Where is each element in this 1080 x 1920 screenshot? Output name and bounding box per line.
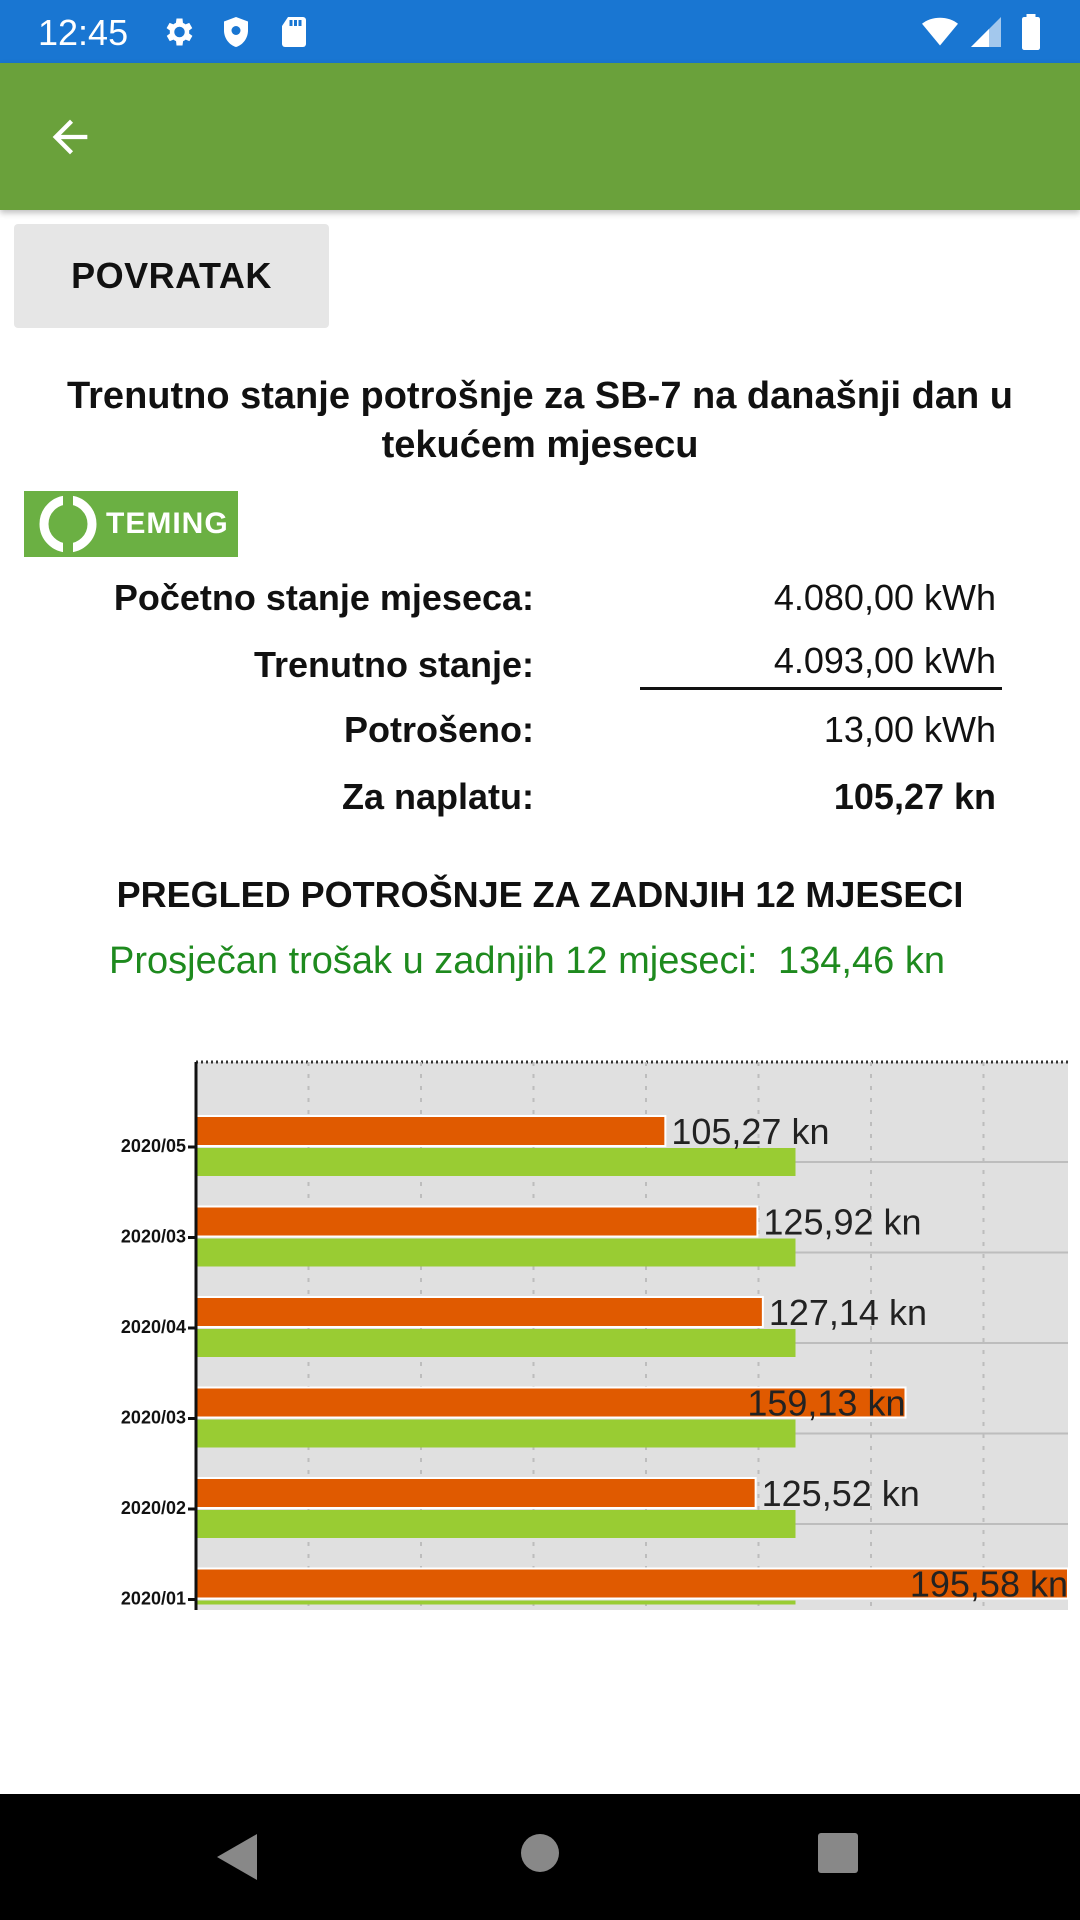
amount-due-label: Za naplatu:: [341, 776, 534, 817]
logo-text: TEMING: [106, 507, 229, 540]
cost-data-label: 125,52 kn: [762, 1473, 920, 1514]
battery-icon: [1022, 14, 1040, 50]
category-tick-label: 2020/04: [121, 1317, 186, 1337]
app-bar: [0, 63, 1080, 210]
average-cost-label: Prosječan trošak u zadnjih 12 mjeseci:: [109, 940, 758, 982]
consumed-label: Potrošeno:: [343, 709, 534, 750]
average-bar: [196, 1238, 796, 1267]
nav-recents-icon[interactable]: [817, 1832, 859, 1874]
cost-bar: [195, 1386, 907, 1419]
nav-home-icon[interactable]: [519, 1832, 561, 1874]
page-title: Trenutno stanje potrošnje za SB-7 na dan…: [67, 375, 1013, 466]
cost-data-label: 105,27 kn: [671, 1111, 829, 1152]
average-bar: [196, 1510, 796, 1538]
cost-bar: [195, 1567, 1069, 1600]
initial-state-value: 4.080,00 kWh: [773, 577, 996, 618]
status-bar: 12:45: [0, 0, 1080, 63]
category-tick-label: 2020/05: [121, 1136, 186, 1156]
cost-data-label: 125,92 kn: [763, 1202, 921, 1243]
average-bar: [196, 1600, 796, 1605]
status-time: 12:45: [38, 12, 129, 53]
current-state-value: 4.093,00 kWh: [773, 640, 996, 681]
nav-back-icon[interactable]: [215, 1832, 259, 1882]
average-cost-line: Prosječan trošak u zadnjih 12 mjeseci: 1…: [0, 940, 1054, 983]
overview-title: PREGLED POTROŠNJE ZA ZADNJIH 12 MJESECI: [116, 874, 964, 915]
average-bar: [196, 1419, 796, 1448]
consumed-value: 13,00 kWh: [823, 709, 996, 750]
current-state-label: Trenutno stanje:: [253, 644, 534, 685]
cost-bar: [195, 1296, 764, 1328]
consumption-chart: 105,27 kn 2020/05 125,92 kn 2020/03 127,14 k…: [121, 1060, 1069, 1610]
average-cost-value: 134,46 kn: [778, 940, 945, 982]
category-tick-label: 2020/03: [121, 1227, 186, 1247]
category-tick-label: 2020/02: [121, 1498, 186, 1518]
gear-icon: [166, 18, 193, 46]
cost-data-label: 159,13 kn: [747, 1383, 905, 1424]
cost-bar: [195, 1205, 759, 1238]
average-bar: [196, 1329, 796, 1357]
signal-icon: [971, 17, 1001, 47]
arrow-back-icon[interactable]: [44, 111, 96, 163]
wifi-icon: [922, 17, 958, 46]
category-tick-label: 2020/03: [121, 1408, 186, 1428]
cost-data-label: 195,58 kn: [910, 1564, 1068, 1605]
cost-data-label: 127,14 kn: [769, 1292, 927, 1333]
teming-logo-icon: [39, 494, 97, 554]
shield-icon: [224, 17, 248, 47]
navigation-bar: [0, 1794, 1080, 1920]
average-bar: [196, 1148, 796, 1176]
initial-state-label: Početno stanje mjeseca:: [113, 577, 534, 618]
sum-divider: [640, 687, 1002, 690]
sd-card-icon: [282, 17, 306, 47]
amount-due-value: 105,27 kn: [833, 776, 996, 817]
teming-logo: TEMING: [24, 491, 238, 557]
povratak-button[interactable]: POVRATAK: [14, 224, 329, 328]
cost-bar: [195, 1477, 757, 1509]
cost-bar: [195, 1115, 667, 1147]
category-tick-label: 2020/01: [121, 1589, 186, 1609]
